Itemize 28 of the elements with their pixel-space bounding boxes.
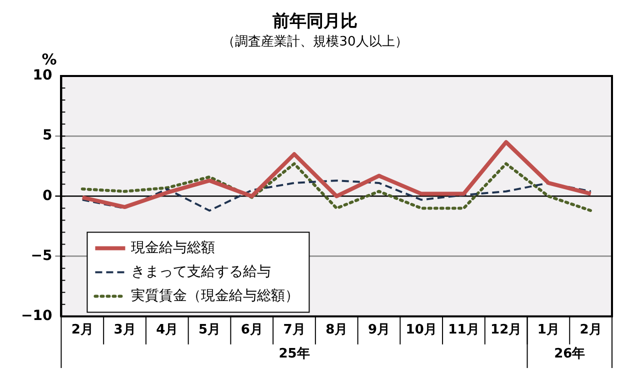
line-series [80, 162, 592, 212]
x-tick-label: 10月 [406, 322, 437, 338]
text: 25年 [278, 346, 310, 362]
y-tick-label: 5 [42, 128, 52, 144]
x-tick-label: 11月 [448, 322, 480, 338]
chart-subtitle: （調査産業計、規模30人以上） [222, 34, 408, 50]
x-tick-label: 12月 [490, 322, 522, 338]
y-tick-label: −10 [20, 308, 52, 324]
x-tick-label: 8月 [326, 322, 348, 338]
x-tick-label: 6月 [240, 322, 263, 338]
y-tick-label: 0 [42, 188, 52, 204]
legend-label: きまって支給する給与 [131, 264, 272, 280]
line-series [81, 180, 592, 212]
x-tick-label: 9月 [368, 322, 390, 338]
text: 26年 [554, 346, 586, 362]
x-tick-label: 5月 [198, 322, 221, 338]
x-tick-label: 2月 [580, 322, 602, 338]
y-axis-title: % [42, 50, 57, 68]
legend-label: 現金給与総額 [131, 240, 216, 256]
x-tick-label: 4月 [156, 322, 178, 338]
y-tick-label: 10 [32, 68, 52, 84]
chart-title: 前年同月比 [272, 12, 358, 32]
x-tick-label: 1月 [537, 322, 560, 338]
x-tick-label: 3月 [114, 322, 136, 338]
y-tick-label: −5 [30, 248, 52, 264]
x-tick-label: 7月 [283, 322, 306, 338]
x-tick-label: 2月 [71, 322, 94, 338]
legend-label: 実質賃金（現金給与総額） [131, 288, 300, 304]
